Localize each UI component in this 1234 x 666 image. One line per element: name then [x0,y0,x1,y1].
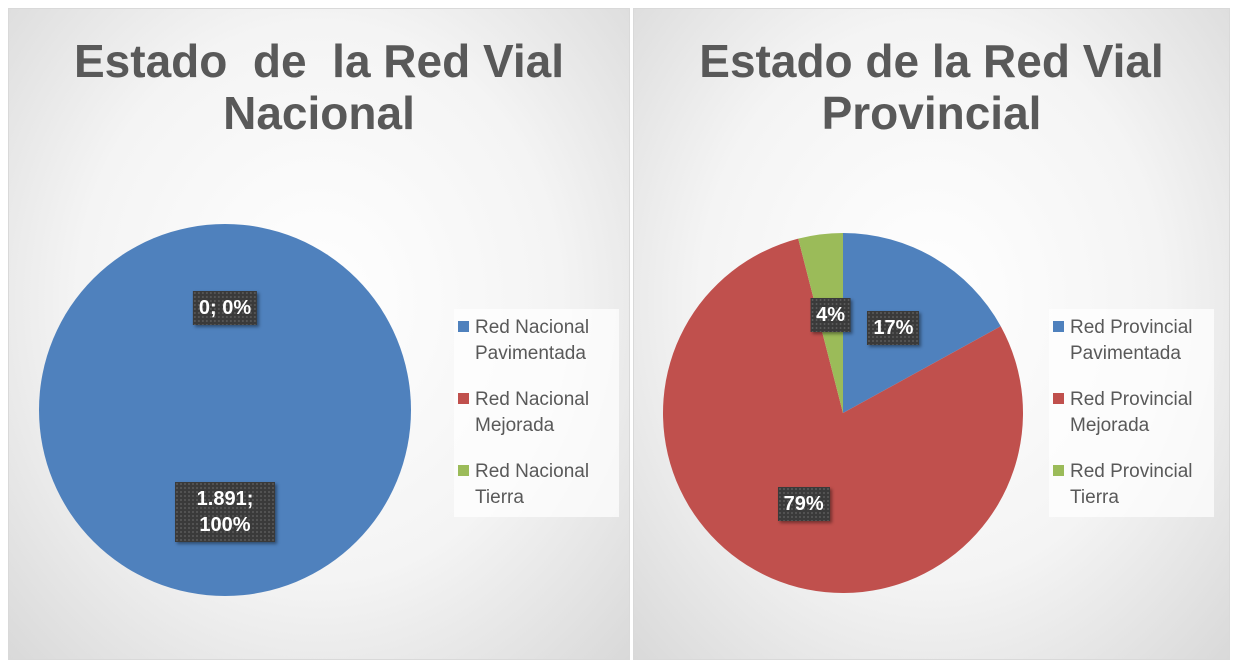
legend-key [1053,393,1064,404]
legend-item: Red Nacional Pavimentada [454,315,619,367]
pie [39,224,411,596]
legend-key [1053,321,1064,332]
pie-slice [39,224,411,596]
data-label: 17% [867,310,920,345]
legend-item: Red Nacional Tierra [454,459,619,511]
legend-item: Red Provincial Mejorada [1049,387,1214,439]
legend-item: Red Nacional Mejorada [454,387,619,439]
legend-label: Red Nacional Mejorada [475,389,590,436]
pie-slice [843,233,1001,413]
pie-slice [663,238,1023,593]
chart-panel: Estado de la Red Vial Nacional 1.891; 100… [8,8,630,660]
data-label: 0; 0% [192,290,258,325]
data-label: 1.891; 100% [175,482,275,543]
legend-key [458,393,469,404]
data-label: 79% [777,486,830,521]
legend-item: Red Provincial Tierra [1049,459,1214,511]
legend-key [1053,465,1064,476]
legend-key [458,465,469,476]
legend-label: Red Nacional Pavimentada [475,317,590,364]
legend: Red Nacional Pavimentada Red Nacional Mej… [454,309,619,517]
chart-panel: Estado de la Red Vial Provincial 17% 79% 4%… [633,8,1230,660]
pie [663,233,1023,593]
legend-label: Red Nacional Tierra [475,461,590,508]
chart-title: Estado de la Red Vial Provincial [699,35,1177,139]
legend-label: Red Provincial Tierra [1070,461,1193,508]
legend-item: Red Provincial Pavimentada [1049,315,1214,367]
legend-label: Red Provincial Pavimentada [1070,317,1193,364]
legend-label: Red Provincial Mejorada [1070,389,1193,436]
legend: Red Provincial Pavimentada Red Provincial… [1049,309,1214,517]
legend-key [458,321,469,332]
data-label: 4% [810,297,852,332]
chart-title: Estado de la Red Vial Nacional [74,35,577,139]
